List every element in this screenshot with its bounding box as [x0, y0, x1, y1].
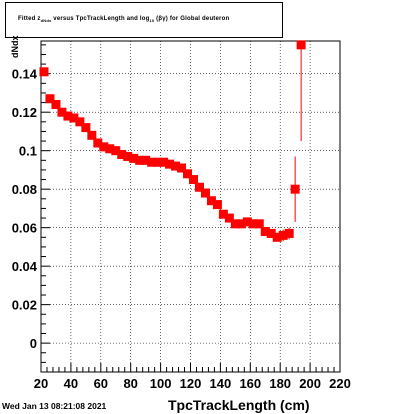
y-tick-label: 0.02 — [12, 298, 37, 313]
x-tick-label: 20 — [34, 376, 48, 391]
data-point — [99, 142, 109, 152]
data-point — [135, 155, 145, 165]
data-point — [194, 182, 204, 192]
data-point — [45, 94, 55, 104]
y-tick-label: 0.06 — [12, 221, 37, 236]
chart-title: Fitted zdNdx versus TpcTrackLength and l… — [18, 16, 230, 24]
data-point — [165, 159, 175, 169]
x-tick-label: 60 — [94, 376, 108, 391]
x-tick-label: 160 — [239, 376, 261, 391]
y-tick-label: 0 — [30, 336, 37, 351]
data-point — [296, 40, 306, 50]
x-tick-label: 220 — [329, 376, 351, 391]
x-tick-label: 40 — [64, 376, 78, 391]
chart-title-box: Fitted zdNdx versus TpcTrackLength and l… — [5, 2, 283, 38]
data-point — [188, 175, 198, 185]
y-tick-label: 0.14 — [12, 67, 38, 82]
x-axis-label: TpcTrackLength (cm) — [168, 397, 310, 413]
data-point — [290, 184, 300, 194]
x-tick-label: 140 — [210, 376, 232, 391]
data-point — [63, 111, 73, 121]
data-point — [69, 113, 79, 123]
data-point — [200, 188, 210, 198]
data-point — [212, 200, 222, 210]
x-tick-label: 120 — [180, 376, 202, 391]
data-point — [159, 157, 169, 167]
data-point — [111, 146, 121, 156]
data-point — [218, 209, 228, 219]
data-point — [242, 217, 252, 227]
data-point — [57, 107, 67, 117]
data-point — [75, 117, 85, 127]
y-tick-label: 0.08 — [12, 182, 37, 197]
data-point — [272, 232, 282, 242]
data-point — [224, 213, 234, 223]
timestamp: Wed Jan 13 08:21:08 2021 — [2, 401, 107, 411]
data-point — [81, 123, 91, 133]
data-point — [123, 151, 133, 161]
data-point — [171, 161, 181, 171]
data-point — [147, 157, 157, 167]
data-point — [254, 219, 264, 229]
x-tick-label: 80 — [123, 376, 137, 391]
y-tick-label: 0.12 — [12, 105, 37, 120]
y-tick-label: 0.04 — [12, 259, 38, 274]
data-point — [141, 155, 151, 165]
data-point — [117, 150, 127, 160]
data-point — [39, 67, 49, 77]
data-point — [93, 138, 103, 148]
data-point — [236, 219, 246, 229]
data-point — [177, 163, 187, 173]
data-point — [51, 100, 61, 110]
data-point — [248, 219, 258, 229]
x-tick-label: 200 — [299, 376, 321, 391]
x-tick-label: 100 — [150, 376, 172, 391]
y-axis-label: dNdx — [10, 35, 20, 59]
data-point — [153, 157, 163, 167]
data-point — [230, 219, 240, 229]
data-point — [87, 130, 97, 140]
y-tick-label: 0.1 — [19, 144, 37, 159]
data-point — [183, 169, 193, 179]
data-point — [129, 153, 139, 163]
x-tick-label: 180 — [269, 376, 291, 391]
data-point — [206, 196, 216, 206]
data-point — [284, 228, 294, 238]
data-point — [266, 228, 276, 238]
data-point — [260, 227, 270, 237]
data-point — [105, 144, 115, 154]
data-point — [278, 230, 288, 240]
